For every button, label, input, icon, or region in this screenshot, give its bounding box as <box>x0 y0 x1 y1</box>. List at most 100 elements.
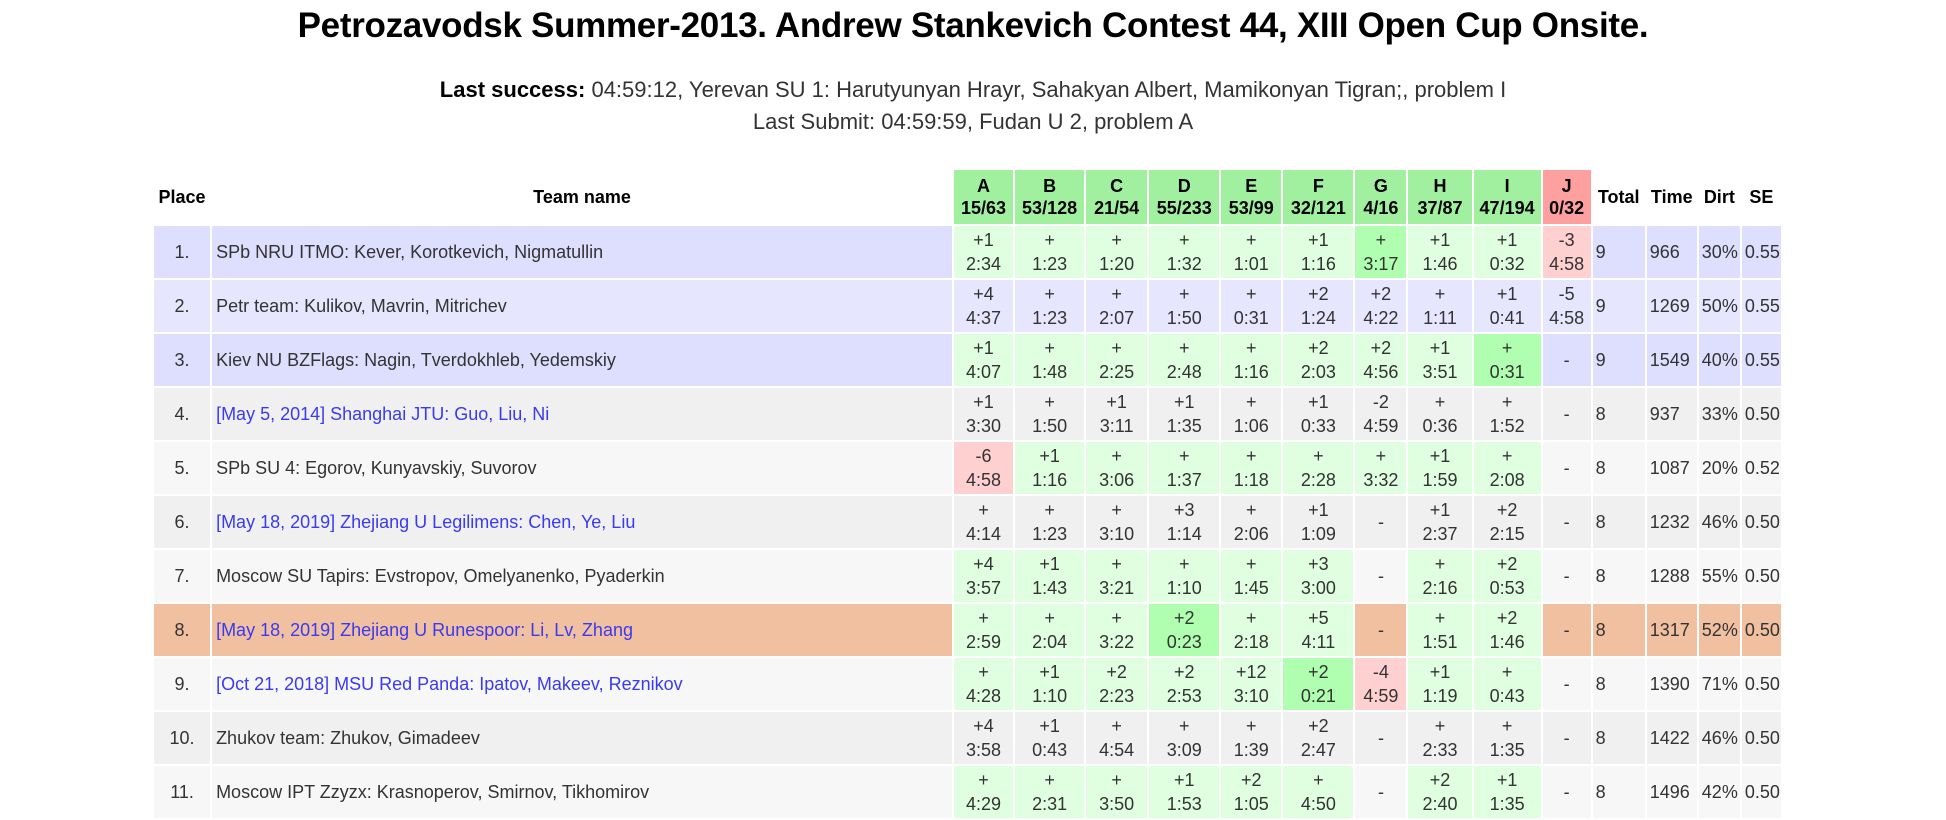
problem-cell-g[interactable]: - <box>1355 604 1407 656</box>
problem-cell-b[interactable]: +1:23 <box>1015 280 1085 332</box>
problem-cell-j[interactable]: - <box>1542 496 1591 548</box>
problem-cell-f[interactable]: +2 1:24 <box>1283 280 1354 332</box>
problem-cell-b[interactable]: +2:31 <box>1015 766 1085 818</box>
problem-cell-g[interactable]: +2 4:22 <box>1355 280 1407 332</box>
problem-cell-d[interactable]: +1:37 <box>1149 442 1220 494</box>
problem-cell-g[interactable]: - <box>1355 712 1407 764</box>
problem-cell-c[interactable]: +1:20 <box>1086 226 1148 278</box>
problem-cell-g[interactable]: -2 4:59 <box>1355 388 1407 440</box>
problem-cell-f[interactable]: +2 2:03 <box>1283 334 1354 386</box>
problem-cell-f[interactable]: +1 0:33 <box>1283 388 1354 440</box>
problem-cell-g[interactable]: - <box>1355 550 1407 602</box>
header-team[interactable]: Team name <box>533 187 631 207</box>
problem-cell-i[interactable]: +1:35 <box>1473 712 1541 764</box>
problem-cell-f[interactable]: +2 2:47 <box>1283 712 1354 764</box>
problem-cell-f[interactable]: +2:28 <box>1283 442 1354 494</box>
problem-cell-h[interactable]: +2:16 <box>1408 550 1472 602</box>
problem-cell-i[interactable]: +1 0:41 <box>1473 280 1541 332</box>
problem-cell-j[interactable]: - <box>1542 334 1591 386</box>
problem-cell-d[interactable]: +3:09 <box>1149 712 1220 764</box>
problem-cell-e[interactable]: +1:45 <box>1221 550 1282 602</box>
problem-cell-h[interactable]: +1 1:19 <box>1408 658 1472 710</box>
problem-cell-a[interactable]: +2:59 <box>953 604 1014 656</box>
problem-cell-d[interactable]: +2:48 <box>1149 334 1220 386</box>
problem-cell-i[interactable]: +0:31 <box>1473 334 1541 386</box>
problem-cell-a[interactable]: +4:29 <box>953 766 1014 818</box>
problem-cell-c[interactable]: +3:21 <box>1086 550 1148 602</box>
problem-cell-i[interactable]: +1 1:35 <box>1473 766 1541 818</box>
header-place[interactable]: Place <box>158 187 206 207</box>
problem-cell-j[interactable]: - <box>1542 550 1591 602</box>
problem-cell-b[interactable]: +1 0:43 <box>1015 712 1085 764</box>
problem-cell-g[interactable]: +3:17 <box>1355 226 1407 278</box>
problem-cell-j[interactable]: -3 4:58 <box>1542 226 1591 278</box>
problem-cell-f[interactable]: +4:50 <box>1283 766 1354 818</box>
problem-cell-g[interactable]: - <box>1355 496 1407 548</box>
problem-cell-i[interactable]: +2 0:53 <box>1473 550 1541 602</box>
header-problem-e[interactable]: E 53/99 <box>1221 170 1282 224</box>
problem-cell-i[interactable]: +2 1:46 <box>1473 604 1541 656</box>
header-problem-i[interactable]: I 47/194 <box>1473 170 1541 224</box>
header-problem-f[interactable]: F 32/121 <box>1283 170 1354 224</box>
problem-cell-d[interactable]: +1 1:35 <box>1149 388 1220 440</box>
team-link[interactable]: [May 18, 2019] Zhejiang U Runespoor: Li,… <box>216 620 633 640</box>
problem-cell-b[interactable]: +2:04 <box>1015 604 1085 656</box>
problem-cell-f[interactable]: +5 4:11 <box>1283 604 1354 656</box>
team-link[interactable]: [Oct 21, 2018] MSU Red Panda: Ipatov, Ma… <box>216 674 683 694</box>
problem-cell-a[interactable]: +1 3:30 <box>953 388 1014 440</box>
header-problem-a[interactable]: A 15/63 <box>953 170 1014 224</box>
problem-cell-g[interactable]: +3:32 <box>1355 442 1407 494</box>
header-problem-j[interactable]: J 0/32 <box>1542 170 1591 224</box>
problem-cell-g[interactable]: -4 4:59 <box>1355 658 1407 710</box>
problem-cell-f[interactable]: +1 1:16 <box>1283 226 1354 278</box>
problem-cell-i[interactable]: +1 0:32 <box>1473 226 1541 278</box>
problem-cell-b[interactable]: +1 1:43 <box>1015 550 1085 602</box>
problem-cell-c[interactable]: +2 2:23 <box>1086 658 1148 710</box>
problem-cell-d[interactable]: +2 0:23 <box>1149 604 1220 656</box>
header-problem-g[interactable]: G 4/16 <box>1355 170 1407 224</box>
problem-cell-c[interactable]: +3:22 <box>1086 604 1148 656</box>
team-link[interactable]: [May 18, 2019] Zhejiang U Legilimens: Ch… <box>216 512 636 532</box>
problem-cell-h[interactable]: +1:11 <box>1408 280 1472 332</box>
problem-cell-g[interactable]: - <box>1355 766 1407 818</box>
problem-cell-e[interactable]: +2 1:05 <box>1221 766 1282 818</box>
header-se[interactable]: SE <box>1749 187 1774 207</box>
problem-cell-b[interactable]: +1:23 <box>1015 226 1085 278</box>
problem-cell-b[interactable]: +1:50 <box>1015 388 1085 440</box>
problem-cell-h[interactable]: +1:51 <box>1408 604 1472 656</box>
problem-cell-a[interactable]: +1 4:07 <box>953 334 1014 386</box>
problem-cell-h[interactable]: +2 2:40 <box>1408 766 1472 818</box>
problem-cell-j[interactable]: - <box>1542 766 1591 818</box>
problem-cell-e[interactable]: +1:18 <box>1221 442 1282 494</box>
problem-cell-d[interactable]: +1 1:53 <box>1149 766 1220 818</box>
problem-cell-h[interactable]: +1 1:46 <box>1408 226 1472 278</box>
problem-cell-i[interactable]: +0:43 <box>1473 658 1541 710</box>
problem-cell-b[interactable]: +1 1:16 <box>1015 442 1085 494</box>
problem-cell-j[interactable]: -5 4:58 <box>1542 280 1591 332</box>
problem-cell-f[interactable]: +2 0:21 <box>1283 658 1354 710</box>
problem-cell-a[interactable]: +4 3:57 <box>953 550 1014 602</box>
problem-cell-e[interactable]: +1:39 <box>1221 712 1282 764</box>
problem-cell-d[interactable]: +1:32 <box>1149 226 1220 278</box>
problem-cell-c[interactable]: +3:06 <box>1086 442 1148 494</box>
problem-cell-d[interactable]: +1:50 <box>1149 280 1220 332</box>
problem-cell-g[interactable]: +2 4:56 <box>1355 334 1407 386</box>
problem-cell-e[interactable]: +2:18 <box>1221 604 1282 656</box>
problem-cell-b[interactable]: +1:48 <box>1015 334 1085 386</box>
problem-cell-f[interactable]: +3 3:00 <box>1283 550 1354 602</box>
problem-cell-h[interactable]: +2:33 <box>1408 712 1472 764</box>
problem-cell-c[interactable]: +3:10 <box>1086 496 1148 548</box>
problem-cell-d[interactable]: +2 2:53 <box>1149 658 1220 710</box>
problem-cell-i[interactable]: +2:08 <box>1473 442 1541 494</box>
problem-cell-h[interactable]: +1 1:59 <box>1408 442 1472 494</box>
problem-cell-a[interactable]: -6 4:58 <box>953 442 1014 494</box>
problem-cell-a[interactable]: +4:14 <box>953 496 1014 548</box>
header-time[interactable]: Time <box>1650 187 1693 207</box>
header-problem-h[interactable]: H 37/87 <box>1408 170 1472 224</box>
problem-cell-h[interactable]: +1 3:51 <box>1408 334 1472 386</box>
problem-cell-a[interactable]: +4:28 <box>953 658 1014 710</box>
problem-cell-f[interactable]: +1 1:09 <box>1283 496 1354 548</box>
problem-cell-i[interactable]: +2 2:15 <box>1473 496 1541 548</box>
problem-cell-i[interactable]: +1:52 <box>1473 388 1541 440</box>
problem-cell-d[interactable]: +3 1:14 <box>1149 496 1220 548</box>
